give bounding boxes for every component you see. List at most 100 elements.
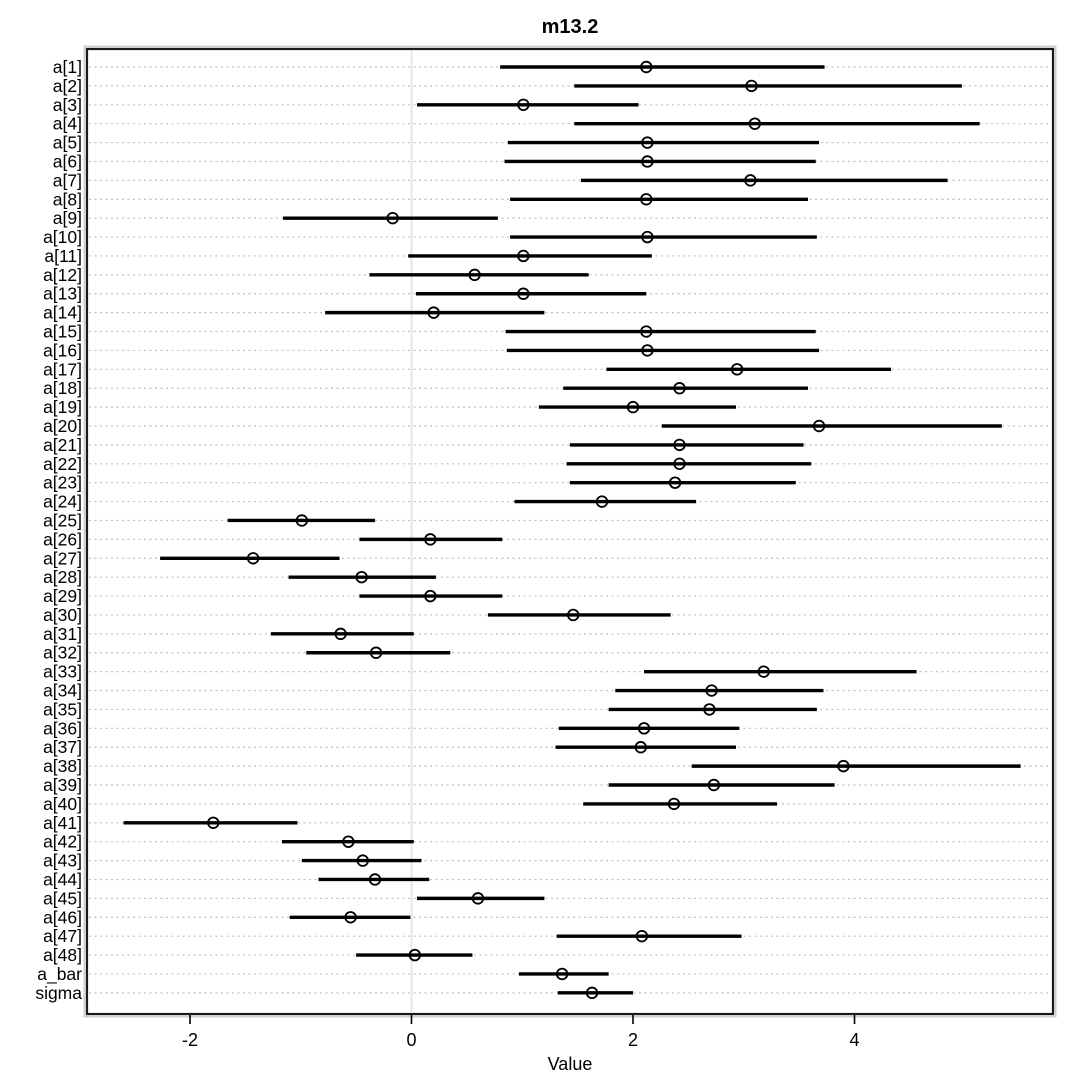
y-tick-label: a[32]: [43, 643, 82, 663]
y-tick-label: a[18]: [43, 378, 82, 398]
point-estimate-marker: [637, 722, 651, 735]
y-tick-label: a[11]: [44, 246, 82, 266]
point-estimate-marker: [585, 986, 599, 1000]
x-tick-label: 2: [628, 1030, 638, 1050]
y-tick-label: a[7]: [53, 170, 82, 190]
x-tick-label: 0: [406, 1030, 416, 1050]
point-estimate-marker: [368, 873, 382, 886]
y-tick-label: a[46]: [43, 907, 82, 927]
y-tick-label: a[3]: [53, 95, 82, 115]
y-tick-label: a[33]: [43, 662, 82, 682]
y-tick-label: a[4]: [53, 114, 82, 134]
point-estimate-marker: [517, 249, 530, 263]
point-estimate-marker: [757, 665, 770, 678]
point-estimate-marker: [641, 344, 654, 357]
point-estimate-marker: [555, 967, 569, 981]
point-estimate-marker: [471, 892, 485, 905]
point-estimate-marker: [667, 797, 681, 811]
y-tick-label: a[21]: [43, 435, 82, 455]
point-estimate-marker: [355, 570, 368, 584]
point-estimate-marker: [745, 79, 758, 93]
y-tick-label: a[15]: [43, 322, 82, 342]
y-tick-label: a[28]: [43, 567, 82, 587]
point-estimate-marker: [342, 835, 355, 848]
y-tick-label: a[47]: [43, 926, 82, 946]
y-tick-label: a[2]: [53, 76, 82, 96]
point-estimate-marker: [640, 60, 653, 74]
point-estimate-marker: [517, 98, 530, 111]
y-tick-label: a[6]: [53, 151, 82, 171]
y-tick-label: a[10]: [43, 227, 82, 247]
point-estimate-marker: [748, 117, 762, 130]
point-estimate-marker: [730, 363, 744, 376]
y-tick-label: a[24]: [43, 492, 82, 512]
point-estimate-marker: [517, 287, 530, 300]
x-axis-label: Value: [548, 1054, 593, 1074]
y-tick-label: a[38]: [43, 756, 82, 776]
y-tick-label: a[5]: [53, 133, 82, 153]
y-tick-label: a[1]: [53, 57, 82, 77]
y-tick-label: a[45]: [43, 888, 82, 908]
y-tick-label: a[37]: [43, 737, 82, 757]
point-estimate-marker: [334, 627, 347, 641]
point-estimate-marker: [408, 948, 422, 962]
point-estimate-marker: [246, 552, 260, 565]
y-tick-label: a[14]: [43, 303, 82, 323]
point-estimate-marker: [703, 703, 716, 716]
point-estimate-marker: [668, 476, 682, 489]
y-tick-label: a[30]: [43, 605, 82, 625]
y-tick-label: a[16]: [43, 340, 82, 360]
y-tick-label: a[42]: [43, 832, 82, 852]
y-tick-label: a[31]: [43, 624, 82, 644]
y-tick-label: a[26]: [43, 529, 82, 549]
point-estimate-marker: [344, 911, 357, 924]
point-estimate-marker: [673, 457, 686, 470]
y-tick-label: a[35]: [43, 699, 82, 719]
y-tick-label: a_bar: [37, 964, 82, 985]
point-estimate-marker: [812, 419, 826, 433]
point-estimate-marker: [641, 155, 654, 168]
point-estimate-marker: [640, 193, 653, 206]
point-estimate-marker: [640, 325, 653, 338]
x-tick-label: -2: [182, 1030, 198, 1050]
y-tick-label: a[23]: [43, 473, 82, 493]
y-tick-label: a[13]: [43, 284, 82, 304]
point-estimate-marker: [673, 438, 686, 452]
point-estimate-marker: [424, 589, 437, 603]
y-tick-label: a[39]: [43, 775, 82, 795]
point-estimate-marker: [468, 268, 481, 282]
y-tick-label: a[40]: [43, 794, 82, 814]
point-estimate-marker: [207, 816, 220, 830]
point-estimate-marker: [369, 646, 383, 659]
point-estimate-marker: [427, 306, 440, 319]
point-estimate-marker: [386, 211, 399, 225]
point-estimate-marker: [635, 929, 649, 943]
y-tick-label: a[8]: [53, 189, 82, 209]
y-tick-label: a[36]: [43, 718, 82, 738]
y-tick-label: a[12]: [43, 265, 82, 285]
chart-title: m13.2: [542, 16, 599, 38]
plot-box-halo: [83, 45, 1057, 1018]
y-tick-label: a[19]: [43, 397, 82, 417]
y-tick-label: sigma: [35, 983, 82, 1003]
point-estimate-marker: [837, 759, 850, 773]
point-estimate-marker: [707, 778, 721, 792]
y-tick-label: a[20]: [43, 416, 82, 436]
x-tick-label: 4: [849, 1030, 859, 1050]
y-tick-label: a[22]: [43, 454, 82, 474]
point-estimate-marker: [673, 382, 686, 395]
plot-area: a[1]a[2]a[3]a[4]a[5]a[6]a[7]a[8]a[9]a[10…: [35, 45, 1057, 1050]
point-estimate-marker: [356, 854, 369, 867]
y-tick-label: a[17]: [43, 359, 82, 379]
point-estimate-marker: [595, 495, 609, 508]
y-tick-label: a[44]: [43, 869, 82, 889]
point-estimate-marker: [424, 533, 437, 546]
plot-box: [85, 47, 1055, 1016]
point-estimate-marker: [566, 608, 580, 622]
y-tick-label: a[29]: [43, 586, 82, 606]
point-estimate-marker: [705, 684, 718, 697]
point-estimate-marker: [641, 136, 654, 149]
y-tick-label: a[9]: [53, 208, 82, 228]
